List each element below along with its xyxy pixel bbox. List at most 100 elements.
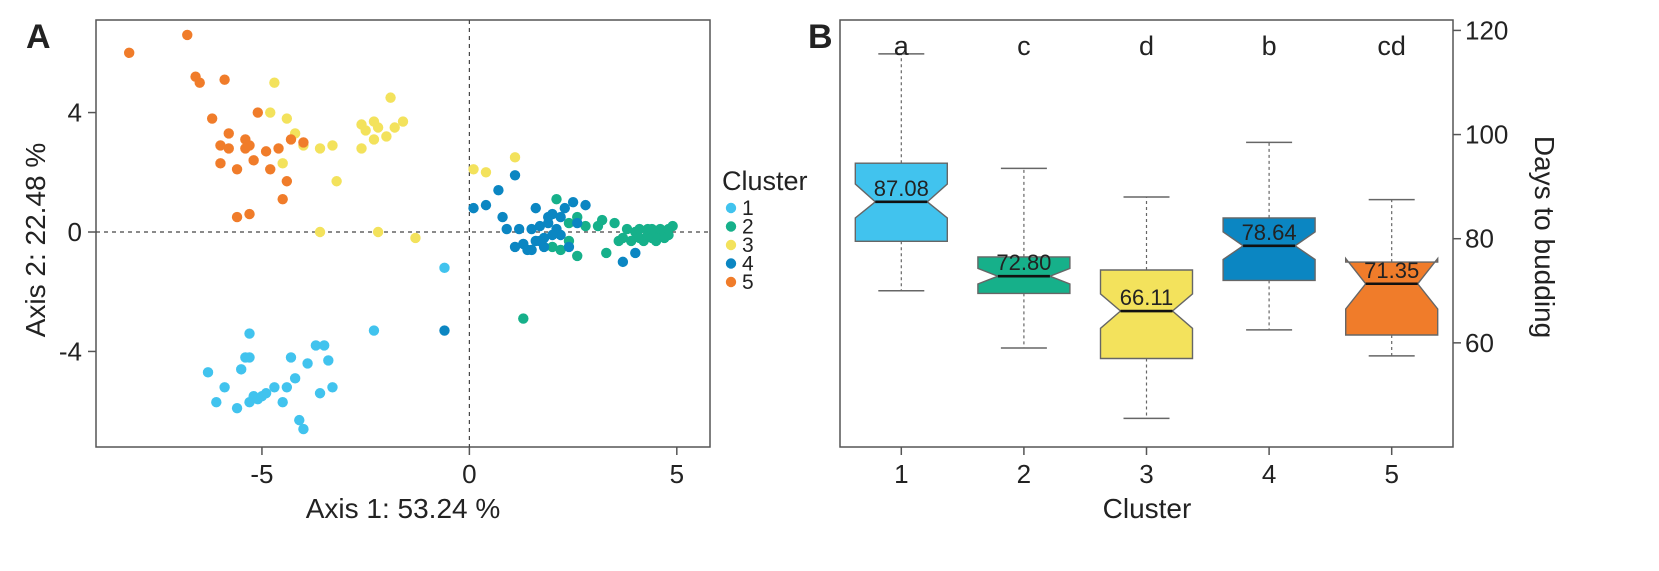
boxplot-y-tick-label: 120	[1465, 15, 1508, 45]
scatter-point-cluster-4	[534, 220, 546, 232]
scatter-x-tick-label: -5	[250, 459, 273, 489]
scatter-point-cluster-5	[285, 134, 297, 145]
scatter-point-cluster-4	[439, 325, 450, 336]
median-value-label: 71.35	[1364, 258, 1419, 283]
scatter-point-cluster-4	[480, 199, 492, 211]
boxplot-x-tick-label: 4	[1262, 459, 1276, 489]
scatter-point-cluster-3	[397, 116, 409, 127]
boxplot-y-tick-label: 60	[1465, 328, 1494, 358]
scatter-point-cluster-1	[285, 352, 297, 363]
legend-title: Cluster	[722, 166, 808, 196]
scatter-point-cluster-4	[513, 223, 525, 235]
significance-letter: d	[1139, 31, 1154, 61]
scatter-y-tick-label: 4	[68, 98, 82, 128]
legend-swatch-3	[725, 239, 737, 251]
scatter-point-cluster-4	[468, 202, 479, 214]
scatter-x-axis-title: Axis 1: 53.24 %	[306, 493, 501, 524]
scatter-point-cluster-5	[265, 164, 276, 175]
significance-letter: a	[894, 31, 910, 61]
scatter-point-cluster-3	[389, 122, 400, 133]
box-cluster-1: 87.08 a	[854, 31, 948, 292]
scatter-point-cluster-4	[555, 229, 566, 241]
scatter-point-cluster-5	[273, 143, 284, 154]
scatter-x-tick-label: 5	[670, 459, 684, 489]
scatter-point-cluster-4	[580, 199, 591, 211]
scatter-point-cluster-3	[509, 152, 521, 163]
scatter-point-cluster-2	[625, 235, 637, 247]
scatter-point-cluster-5	[215, 140, 226, 151]
scatter-point-cluster-5	[240, 143, 251, 154]
scatter-point-cluster-1	[323, 355, 334, 366]
scatter-point-cluster-4	[530, 202, 541, 214]
scatter-point-cluster-1	[244, 328, 255, 339]
scatter-point-cluster-4	[617, 256, 629, 268]
median-value-label: 66.11	[1120, 285, 1173, 310]
scatter-point-cluster-5	[223, 128, 234, 139]
scatter-point-cluster-5	[231, 211, 243, 223]
scatter-point-cluster-3	[327, 140, 338, 151]
scatter-point-cluster-4	[559, 202, 570, 214]
significance-letter: b	[1262, 31, 1277, 61]
scatter-y-tick-label: -4	[59, 336, 82, 366]
scatter-point-cluster-5	[194, 77, 205, 88]
scatter-y-axis-title: Axis 2: 22.48 %	[20, 143, 51, 338]
scatter-point-cluster-3	[480, 167, 492, 178]
legend-label-5: 5	[742, 271, 754, 294]
scatter-point-cluster-5	[223, 143, 234, 154]
boxplot-x-tick-label: 2	[1017, 459, 1031, 489]
scatter-point-cluster-4	[555, 211, 566, 223]
scatter-y-tick-label: 0	[68, 217, 82, 247]
scatter-point-cluster-5	[215, 158, 226, 169]
scatter-point-cluster-2	[592, 220, 604, 232]
scatter-point-cluster-5	[252, 107, 263, 118]
scatter-point-cluster-1	[219, 382, 230, 393]
scatter-point-cluster-2	[555, 244, 566, 256]
scatter-point-cluster-3	[356, 143, 367, 154]
scatter-point-cluster-1	[294, 414, 305, 426]
boxplot-x-tick-label: 1	[894, 459, 908, 489]
legend-label-4: 4	[742, 253, 754, 276]
scatter-point-cluster-4	[572, 217, 583, 229]
scatter-point-cluster-2	[621, 223, 633, 235]
scatter-plot-frame	[95, 19, 711, 448]
panel-a-tag: A	[26, 18, 51, 56]
scatter-panel: A -5 0 5 -4 0 4 Axis 1: 53.24 % Axis 2: 22.48…	[20, 18, 808, 524]
scatter-point-cluster-3	[277, 158, 288, 169]
scatter-point-cluster-2	[667, 220, 678, 232]
scatter-point-cluster-1	[318, 340, 330, 351]
scatter-point-cluster-3	[331, 176, 342, 187]
scatter-point-cluster-3	[281, 113, 293, 124]
scatter-point-cluster-2	[634, 223, 645, 235]
scatter-point-cluster-1	[231, 402, 243, 414]
scatter-point-cluster-2	[601, 247, 612, 259]
scatter-point-cluster-3	[372, 122, 384, 133]
scatter-point-cluster-1	[439, 262, 450, 274]
box-cluster-3: 66.11 d	[1099, 31, 1194, 420]
median-value-label: 72.80	[996, 250, 1051, 275]
scatter-point-cluster-1	[244, 352, 255, 363]
scatter-point-cluster-5	[123, 47, 135, 59]
boxplot-y-tick-label: 80	[1465, 224, 1494, 254]
scatter-point-cluster-1	[277, 397, 288, 408]
legend-label-1: 1	[742, 197, 754, 220]
box-cluster-4: 78.64 b	[1222, 31, 1316, 331]
scatter-point-cluster-2	[563, 217, 575, 229]
scatter-point-cluster-2	[613, 235, 624, 247]
boxplot-x-axis-title: Cluster	[1103, 493, 1192, 524]
scatter-point-cluster-5	[182, 29, 193, 41]
scatter-point-cluster-1	[202, 367, 214, 378]
legend-label-3: 3	[742, 234, 754, 257]
significance-letter: c	[1017, 31, 1031, 61]
scatter-point-cluster-5	[244, 208, 255, 220]
scatter-point-cluster-3	[269, 77, 280, 88]
scatter-point-cluster-5	[206, 113, 218, 124]
scatter-point-cluster-1	[211, 397, 222, 408]
notched-box	[977, 256, 1071, 295]
scatter-point-cluster-1	[236, 364, 247, 375]
scatter-point-cluster-4	[526, 244, 537, 256]
scatter-point-cluster-4	[526, 223, 537, 235]
scatter-point-cluster-2	[646, 223, 658, 235]
scatter-point-cluster-3	[368, 134, 380, 145]
scatter-point-cluster-4	[547, 229, 558, 241]
